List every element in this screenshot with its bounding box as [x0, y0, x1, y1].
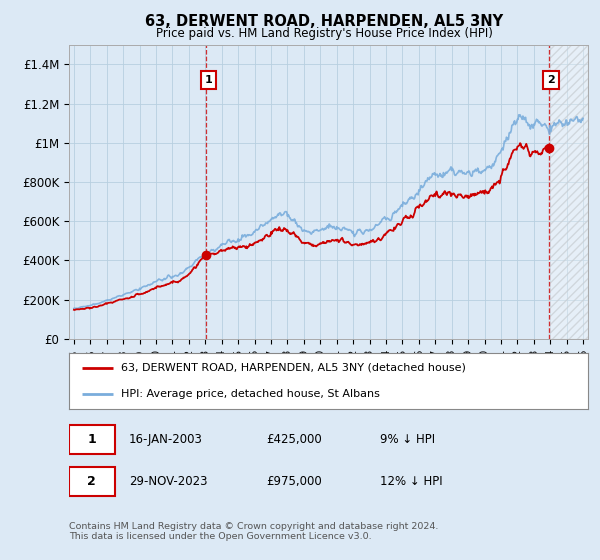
- Text: 2: 2: [88, 475, 96, 488]
- Text: 1: 1: [88, 433, 96, 446]
- Text: Contains HM Land Registry data © Crown copyright and database right 2024.
This d: Contains HM Land Registry data © Crown c…: [69, 522, 439, 542]
- Text: HPI: Average price, detached house, St Albans: HPI: Average price, detached house, St A…: [121, 389, 380, 399]
- Text: 1: 1: [205, 75, 212, 85]
- Text: 29-NOV-2023: 29-NOV-2023: [128, 475, 207, 488]
- Text: 63, DERWENT ROAD, HARPENDEN, AL5 3NY: 63, DERWENT ROAD, HARPENDEN, AL5 3NY: [145, 14, 503, 29]
- Text: 16-JAN-2003: 16-JAN-2003: [128, 433, 203, 446]
- Text: £975,000: £975,000: [266, 475, 322, 488]
- Text: 63, DERWENT ROAD, HARPENDEN, AL5 3NY (detached house): 63, DERWENT ROAD, HARPENDEN, AL5 3NY (de…: [121, 363, 466, 373]
- Text: 9% ↓ HPI: 9% ↓ HPI: [380, 433, 436, 446]
- Text: Price paid vs. HM Land Registry's House Price Index (HPI): Price paid vs. HM Land Registry's House …: [155, 27, 493, 40]
- FancyBboxPatch shape: [69, 425, 115, 454]
- FancyBboxPatch shape: [69, 467, 115, 496]
- Polygon shape: [549, 45, 588, 339]
- Text: 12% ↓ HPI: 12% ↓ HPI: [380, 475, 443, 488]
- Text: £425,000: £425,000: [266, 433, 322, 446]
- Text: 2: 2: [547, 75, 555, 85]
